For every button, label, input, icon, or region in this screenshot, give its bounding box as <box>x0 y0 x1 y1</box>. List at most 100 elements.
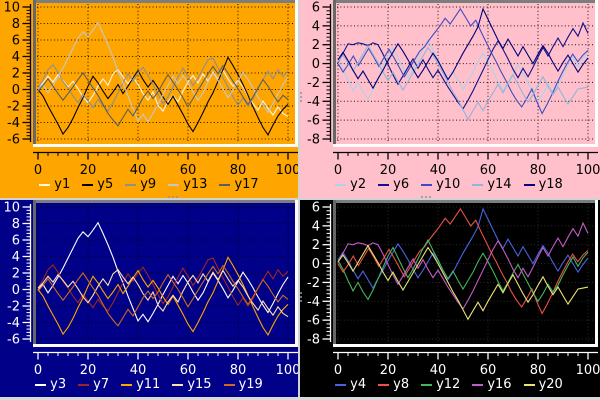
series-line-y9 <box>37 57 289 112</box>
y-tick-label: 4 <box>12 50 20 65</box>
splitter-grip-icon[interactable] <box>168 196 178 198</box>
splitter-grip-icon[interactable] <box>300 92 302 102</box>
y-tick-label: -2 <box>307 76 320 91</box>
legend-item-y4: y4 <box>335 377 366 393</box>
x-tick-label: 60 <box>180 363 197 378</box>
series-line-y6 <box>337 21 589 110</box>
y-tick-label: -4 <box>307 295 320 310</box>
legend-dash-icon <box>335 384 347 386</box>
legend-label: y20 <box>538 377 563 392</box>
series-line-y8 <box>337 207 589 315</box>
chart-panel-bottom-right: 0 20 40 60 80 100 6 4 2 0 -2 -4 -6 -8 y4 y8 y12 y16 y20 <box>300 200 600 400</box>
chart-panel-bottom-left: 0 20 40 60 80 100 10 8 6 4 2 0 -2 -4 -6 y3 y7 y11 y15 y19 <box>0 200 300 400</box>
y-tick-label: -6 <box>307 114 320 129</box>
legend-dash-icon <box>78 384 90 386</box>
legend-item-y1: y1 <box>39 177 70 193</box>
legend-label: y12 <box>436 377 461 392</box>
legend-dash-icon <box>223 384 235 386</box>
x-tick-label: 40 <box>430 163 447 178</box>
x-tick-label: 100 <box>276 163 300 178</box>
legend-item-y15: y15 <box>172 377 212 393</box>
legend-dash-icon <box>39 184 51 186</box>
series-line-y5 <box>37 56 289 136</box>
x-tick-label: 0 <box>334 163 342 178</box>
x-tick-label: 40 <box>430 363 447 378</box>
x-tick-label: 60 <box>480 163 497 178</box>
legend-item-y11: y11 <box>121 377 160 393</box>
y-tick-label: 6 <box>312 201 320 216</box>
legend-dash-icon <box>421 384 433 386</box>
y-tick-label: -4 <box>7 316 20 331</box>
y-tick-label: -2 <box>7 300 20 315</box>
y-tick-label: -4 <box>7 116 20 131</box>
y-tick-label: -2 <box>307 276 320 291</box>
legend-dash-icon <box>121 384 133 386</box>
series-line-y4 <box>337 207 589 290</box>
y-tick-label: -8 <box>307 333 320 348</box>
legend-item-y5: y5 <box>82 177 113 193</box>
y-tick-label: 2 <box>12 67 20 82</box>
x-tick-label: 80 <box>230 163 247 178</box>
legend-label: y17 <box>234 177 259 192</box>
series-line-y1 <box>37 68 289 118</box>
legend-dash-icon <box>219 184 231 186</box>
legend-dash-icon <box>523 184 535 186</box>
series-line-y13 <box>37 21 289 123</box>
series-line-y16 <box>337 221 589 310</box>
window-bottom-edge <box>0 397 600 400</box>
legend-item-y8: y8 <box>378 377 409 393</box>
series-line-y14 <box>337 44 589 121</box>
y-tick-label: -8 <box>307 133 320 148</box>
legend-dash-icon <box>378 384 390 386</box>
x-tick-label: 20 <box>380 163 397 178</box>
x-tick-label: 100 <box>576 363 600 378</box>
chart-panel-top-left: 0 20 40 60 80 100 10 8 6 4 2 0 -2 -4 -6 y1 y5 y9 y13 y17 <box>0 0 300 200</box>
legend-bottom-left: y3 y7 y11 y15 y19 <box>0 377 298 393</box>
x-tick-label: 60 <box>180 163 197 178</box>
y-tick-label: -4 <box>307 95 320 110</box>
grid-lines <box>37 4 294 143</box>
legend-label: y14 <box>487 177 512 192</box>
y-tick-label: 10 <box>3 201 20 216</box>
legend-item-y20: y20 <box>523 377 563 393</box>
legend-label: y7 <box>93 377 110 392</box>
legend-label: y16 <box>487 377 512 392</box>
y-tick-label: 2 <box>12 267 20 282</box>
legend-item-y16: y16 <box>472 377 512 393</box>
legend-item-y13: y13 <box>168 177 207 193</box>
x-tick-label: 80 <box>530 363 547 378</box>
y-tick-label: 10 <box>3 1 20 16</box>
y-tick-label: 6 <box>12 34 20 49</box>
x-tick-label: 100 <box>576 163 600 178</box>
legend-top-left: y1 y5 y9 y13 y17 <box>0 177 298 193</box>
y-tick-label: -6 <box>7 133 20 148</box>
x-tick-label: 20 <box>80 163 97 178</box>
x-tick-label: 20 <box>380 363 397 378</box>
splitter-vertical[interactable] <box>298 0 300 400</box>
legend-item-y14: y14 <box>472 177 512 193</box>
y-tick-label: 4 <box>312 19 320 34</box>
splitter-grip-icon[interactable] <box>300 292 302 302</box>
legend-label: y13 <box>183 177 208 192</box>
legend-label: y2 <box>350 177 367 192</box>
legend-item-y9: y9 <box>125 177 156 193</box>
chart-panel-top-right: 0 20 40 60 80 100 6 4 2 0 -2 -4 -6 -8 y2 y6 y10 y14 y18 <box>300 0 600 200</box>
splitter-horizontal[interactable] <box>0 198 600 200</box>
x-tick-label: 80 <box>230 363 247 378</box>
legend-label: y4 <box>350 377 367 392</box>
series-line-y11 <box>37 256 289 336</box>
grid-lines <box>337 4 594 143</box>
legend-label: y8 <box>393 377 410 392</box>
y-tick-label: 8 <box>12 17 20 32</box>
splitter-grip-icon[interactable] <box>421 196 431 198</box>
legend-dash-icon <box>125 184 137 186</box>
legend-dash-icon <box>35 384 47 386</box>
y-tick-label: 2 <box>312 38 320 53</box>
y-tick-label: 0 <box>12 283 20 298</box>
y-tick-label: 2 <box>312 238 320 253</box>
legend-label: y19 <box>238 377 263 392</box>
